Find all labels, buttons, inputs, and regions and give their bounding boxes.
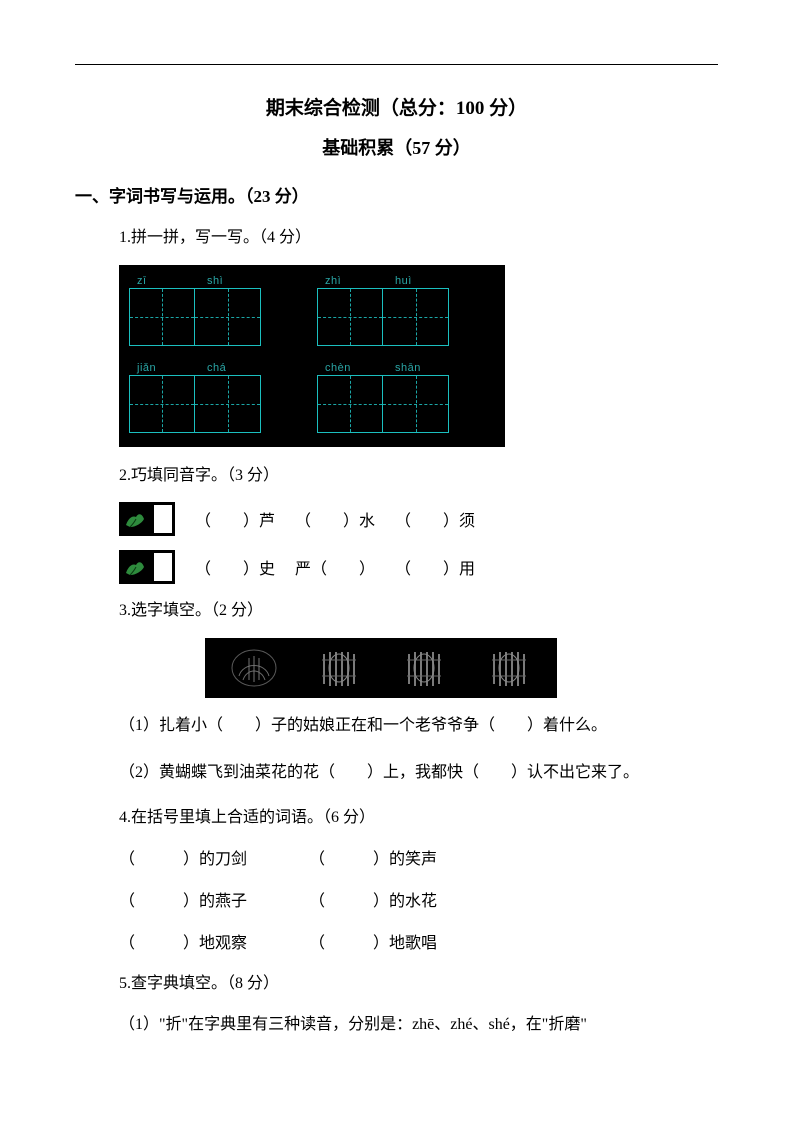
tianzi-cell — [383, 375, 449, 433]
section-1-heading: 一、字词书写与运用。（23 分） — [75, 182, 718, 207]
q4-pair: （ ）的刀剑 （ ）的笑声 — [119, 845, 718, 869]
q2-item: （ ）用 — [395, 555, 475, 579]
pinyin-label: shì — [207, 275, 271, 287]
grid-row: jiǎn chá chèn shān — [129, 362, 495, 433]
glyph-icon — [308, 645, 370, 691]
sound-badge-icon — [119, 550, 175, 584]
tianzi-cell — [383, 288, 449, 346]
q2-row-1: （ ）芦 （ ）水 （ ）须 — [119, 502, 718, 536]
grid-row: zī shì zhì huì — [129, 275, 495, 346]
q5-line-1: （1）"折"在字典里有三种读音，分别是：zhē、zhé、shé，在"折磨" — [119, 1011, 718, 1040]
q4-prompt: 4.在括号里填上合适的词语。（6 分） — [119, 805, 718, 831]
q4-pair: （ ）的燕子 （ ）的水花 — [119, 887, 718, 911]
q2-item: （ ）芦 — [195, 507, 275, 531]
q3-prompt: 3.选字填空。（2 分） — [119, 598, 718, 624]
pinyin-label: shān — [395, 362, 459, 374]
grid-pair: chèn shān — [317, 362, 459, 433]
title-sub: 基础积累（57 分） — [75, 134, 718, 160]
q1-prompt: 1.拼一拼，写一写。（4 分） — [119, 225, 718, 251]
glyph-icon — [393, 645, 455, 691]
tianzi-cell — [129, 375, 195, 433]
q4-cell: （ ）的燕子 — [119, 893, 247, 910]
q4-pair: （ ）地观察 （ ）地歌唱 — [119, 929, 718, 953]
q2-item: （ ）史 — [195, 555, 275, 579]
tianzi-cell — [317, 375, 383, 433]
pinyin-label: huì — [395, 275, 459, 287]
pinyin-label: chèn — [325, 362, 389, 374]
q4-cell: （ ）地观察 — [119, 935, 247, 952]
grid-pair: zī shì — [129, 275, 271, 346]
q2-item: 严（ ） — [295, 555, 375, 579]
q3-char-strip — [205, 638, 557, 698]
pinyin-label: chá — [207, 362, 271, 374]
tianzi-cell — [317, 288, 383, 346]
q4-cell: （ ）地歌唱 — [309, 929, 437, 953]
q5-prompt: 5.查字典填空。（8 分） — [119, 971, 718, 997]
q2-item: （ ）水 — [295, 507, 375, 531]
pinyin-label: zī — [137, 275, 201, 287]
q3-line-1: （1）扎着小（ ）子的姑娘正在和一个老爷爷争（ ）着什么。 — [119, 712, 718, 741]
glyph-icon — [223, 645, 285, 691]
q3-line-2: （2）黄蝴蝶飞到油菜花的花（ ）上，我都快（ ）认不出它来了。 — [119, 759, 718, 788]
tianzi-cell — [195, 375, 261, 433]
sound-badge-icon — [119, 502, 175, 536]
grid-pair: zhì huì — [317, 275, 459, 346]
grid-pair: jiǎn chá — [129, 362, 271, 433]
q1-pinyin-grid: zī shì zhì huì jiǎn chá — [119, 265, 505, 447]
pinyin-label: jiǎn — [137, 362, 201, 374]
tianzi-cell — [195, 288, 261, 346]
q4-cell: （ ）的刀剑 — [119, 851, 247, 868]
title-main: 期末综合检测（总分：100 分） — [75, 93, 718, 120]
pinyin-label: zhì — [325, 275, 389, 287]
q4-cell: （ ）的水花 — [309, 887, 437, 911]
glyph-icon — [478, 645, 540, 691]
q2-item: （ ）须 — [395, 507, 475, 531]
q2-prompt: 2.巧填同音字。（3 分） — [119, 463, 718, 489]
q2-row-2: （ ）史 严（ ） （ ）用 — [119, 550, 718, 584]
top-rule — [75, 64, 718, 65]
q4-cell: （ ）的笑声 — [309, 845, 437, 869]
tianzi-cell — [129, 288, 195, 346]
